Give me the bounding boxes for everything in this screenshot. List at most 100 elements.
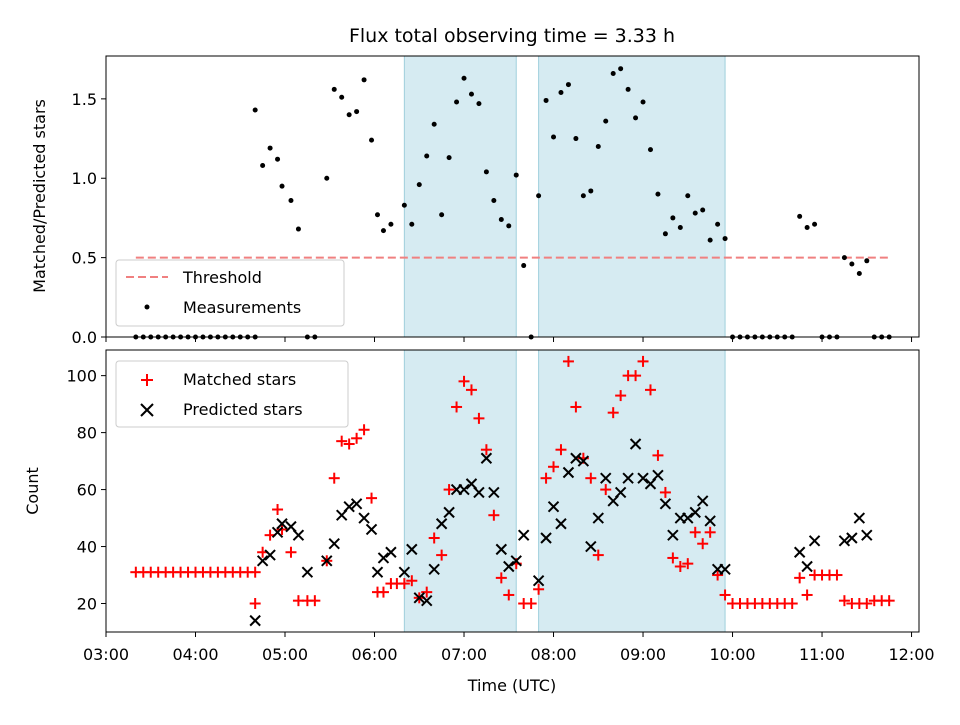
matched-star-point bbox=[473, 412, 485, 424]
predicted-star-point bbox=[413, 592, 425, 604]
matched-star-point bbox=[465, 384, 477, 396]
measurement-point bbox=[633, 115, 639, 121]
bottom-axes-frame bbox=[105, 349, 920, 633]
measurement-point bbox=[388, 221, 394, 227]
measurement-point bbox=[565, 82, 571, 88]
predicted-star-point bbox=[808, 535, 821, 547]
matched-star-point bbox=[249, 598, 261, 610]
matched-star-point bbox=[562, 355, 574, 367]
measurement-point bbox=[812, 221, 818, 227]
x-tick-label: 08:00 bbox=[530, 645, 576, 664]
bottom-shaded-intervals bbox=[403, 349, 726, 633]
chart-title: Flux total observing time = 3.33 h bbox=[349, 25, 675, 47]
predicted-star-point bbox=[343, 500, 355, 513]
top-y-tick-label: 0.0 bbox=[72, 328, 97, 347]
measurement-point bbox=[521, 263, 527, 269]
predicted-star-point bbox=[592, 512, 604, 524]
measurement-point bbox=[603, 118, 609, 124]
measurement-point bbox=[374, 212, 380, 218]
measurement-point bbox=[454, 99, 460, 105]
measurement-point bbox=[409, 221, 415, 227]
matched-star-point bbox=[600, 484, 612, 496]
measurement-point bbox=[864, 258, 870, 264]
predicted-star-point bbox=[585, 540, 597, 553]
measurement-point bbox=[797, 213, 803, 219]
top-axes-frame bbox=[105, 55, 920, 338]
predicted-star-point bbox=[853, 512, 866, 524]
bottom-shaded-interval bbox=[403, 349, 517, 633]
measurement-point bbox=[588, 188, 594, 194]
matched-star-point bbox=[801, 589, 813, 601]
predicted-star-point bbox=[637, 472, 649, 484]
measurement-point bbox=[558, 90, 564, 96]
bottom-y-tick-label: 100 bbox=[66, 367, 97, 386]
matched-star-point bbox=[358, 424, 370, 436]
matched-star-point bbox=[443, 484, 455, 496]
matched-star-point bbox=[615, 390, 627, 402]
predicted-star-point bbox=[503, 560, 515, 573]
measurement-point bbox=[461, 75, 467, 81]
predicted-star-point bbox=[540, 532, 552, 544]
measurement-point bbox=[339, 94, 345, 100]
bottom-y-tick-label: 40 bbox=[77, 538, 97, 557]
predicted-star-point bbox=[488, 486, 500, 499]
predicted-star-point bbox=[577, 455, 590, 467]
measurement-point bbox=[625, 86, 631, 92]
measurement-point bbox=[354, 109, 360, 115]
predicted-star-point bbox=[622, 472, 634, 484]
predicted-star-point bbox=[276, 518, 288, 530]
matched-star-point bbox=[328, 472, 340, 484]
measurement-point bbox=[324, 175, 330, 181]
predicted-star-point bbox=[321, 555, 333, 567]
matched-star-point bbox=[786, 598, 798, 610]
matched-star-point bbox=[276, 523, 288, 535]
measurement-point bbox=[380, 228, 386, 234]
matched-star-point bbox=[637, 355, 649, 367]
matched-star-point bbox=[398, 578, 410, 590]
measurement-point bbox=[543, 97, 549, 103]
measurement-point bbox=[267, 145, 273, 151]
predicted-star-point bbox=[704, 515, 716, 527]
measurement-point bbox=[513, 172, 519, 178]
measurement-point bbox=[707, 237, 713, 243]
matched-star-point bbox=[712, 569, 724, 581]
matched-star-point bbox=[525, 598, 537, 610]
matched-star-point bbox=[644, 384, 656, 396]
measurement-point bbox=[618, 66, 624, 72]
bottom-y-tick-label: 60 bbox=[77, 481, 97, 500]
measurement-point bbox=[439, 212, 445, 218]
predicted-star-point bbox=[510, 555, 522, 567]
predicted-star-point bbox=[495, 543, 508, 556]
measurement-point bbox=[715, 221, 721, 227]
matched-star-point bbox=[607, 407, 619, 419]
bottom-panel: 20 40 60 80 100 03:00 04:00 05:00 06:00 07:00 08:… bbox=[23, 349, 935, 695]
matched-star-point bbox=[336, 435, 348, 447]
bottom-series bbox=[130, 355, 895, 627]
predicted-star-point bbox=[473, 486, 485, 499]
matched-star-point bbox=[285, 546, 297, 558]
matched-star-point bbox=[659, 486, 671, 498]
measurement-point bbox=[295, 226, 301, 232]
bottom-shaded-interval bbox=[538, 349, 726, 633]
legend-matched-swatch bbox=[141, 374, 153, 386]
measurement-point bbox=[288, 197, 294, 203]
predicted-star-point bbox=[350, 498, 363, 510]
legend-threshold-label: Threshold bbox=[182, 268, 262, 287]
top-y-tick-label: 1.0 bbox=[72, 169, 97, 188]
matched-star-point bbox=[652, 449, 664, 461]
x-tick-label: 03:00 bbox=[83, 645, 129, 664]
predicted-star-point bbox=[292, 529, 305, 541]
matched-star-point bbox=[883, 595, 895, 607]
matched-star-point bbox=[480, 444, 492, 456]
predicted-star-point bbox=[271, 526, 284, 539]
measurement-point bbox=[491, 197, 497, 203]
matched-star-point bbox=[838, 595, 850, 607]
bottom-x-ticks: 03:00 04:00 05:00 06:00 07:00 08:00 09:00 10:00… bbox=[83, 632, 935, 664]
measurement-point bbox=[551, 134, 557, 140]
predicted-star-point bbox=[846, 532, 858, 544]
matched-star-point bbox=[682, 558, 694, 570]
measurement-point bbox=[498, 217, 504, 223]
measurement-point bbox=[841, 255, 847, 261]
predicted-star-point bbox=[614, 486, 627, 499]
